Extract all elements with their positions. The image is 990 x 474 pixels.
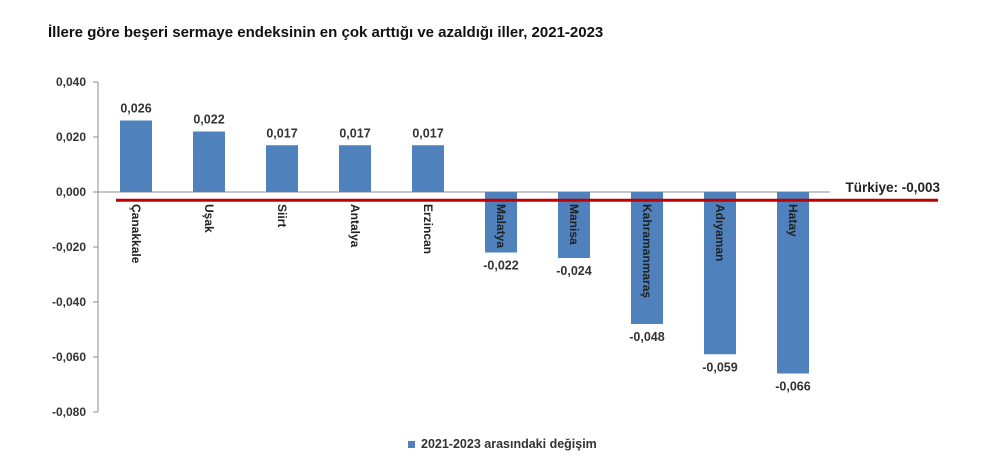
chart-title: İllere göre beşeri sermaye endeksinin en… xyxy=(48,24,604,41)
category-label: Erzincan xyxy=(421,204,435,254)
y-tick-label: -0,040 xyxy=(52,295,86,309)
reference-line-label: Türkiye: -0,003 xyxy=(845,180,940,195)
bar xyxy=(120,120,152,192)
y-tick-label: 0,020 xyxy=(56,130,86,144)
category-label: Kahramanmaraş xyxy=(640,204,654,298)
legend-swatch xyxy=(408,440,415,448)
category-label: Malatya xyxy=(494,204,508,248)
data-label: 0,022 xyxy=(193,113,224,127)
y-tick-label: -0,060 xyxy=(52,350,86,364)
category-label: Hatay xyxy=(786,204,800,237)
legend-label: 2021-2023 arasındaki değişim xyxy=(421,437,597,451)
bar xyxy=(704,192,736,355)
data-label: -0,066 xyxy=(775,380,810,394)
data-label: 0,017 xyxy=(412,126,443,140)
data-label: -0,059 xyxy=(702,360,737,374)
legend: 2021-2023 arasındaki değişim xyxy=(408,437,597,451)
category-label: Manisa xyxy=(567,204,581,245)
category-label: Adıyaman xyxy=(713,204,727,261)
bar xyxy=(339,145,371,192)
category-label: Çanakkale xyxy=(129,204,143,264)
data-label: -0,022 xyxy=(483,259,518,273)
bar xyxy=(193,131,225,192)
bar xyxy=(485,192,517,253)
bar xyxy=(777,192,809,374)
y-tick-label: -0,020 xyxy=(52,240,86,254)
y-tick-label: 0,000 xyxy=(56,185,86,199)
category-label: Antalya xyxy=(348,204,362,248)
bar xyxy=(558,192,590,258)
bar xyxy=(266,145,298,192)
data-label: 0,026 xyxy=(120,102,151,116)
category-label: Siirt xyxy=(275,204,289,227)
bar xyxy=(631,192,663,324)
data-label: -0,024 xyxy=(556,264,591,278)
data-label: 0,017 xyxy=(266,126,297,140)
y-tick-label: -0,080 xyxy=(52,405,86,419)
category-label: Uşak xyxy=(202,204,216,233)
bar xyxy=(412,145,444,192)
data-label: 0,017 xyxy=(339,126,370,140)
y-tick-label: 0,040 xyxy=(56,75,86,89)
data-label: -0,048 xyxy=(629,330,664,344)
